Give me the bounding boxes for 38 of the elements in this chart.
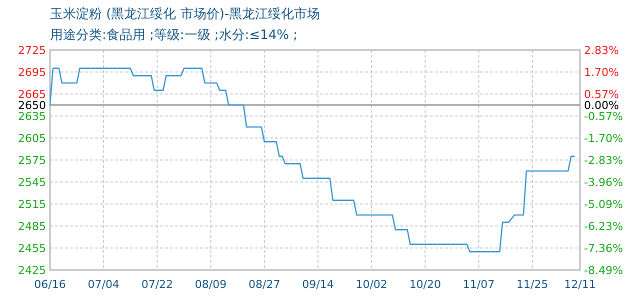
x-tick-label: 09/14: [302, 278, 334, 291]
y-tick-label: 2455: [18, 242, 46, 255]
x-tick-label: 07/04: [88, 278, 120, 291]
x-tick-label: 08/09: [194, 278, 227, 291]
y-tick-label: 2695: [18, 66, 46, 79]
y-tick-label: 2605: [18, 132, 46, 145]
y2-tick-label: -6.23%: [584, 220, 623, 234]
y2-tick-label: -8.49%: [584, 264, 623, 277]
y-tick-label: 2485: [18, 220, 46, 233]
x-tick-label: 07/22: [141, 278, 174, 291]
y2-tick-label: -3.96%: [584, 176, 623, 189]
y-tick-label: 2650: [18, 99, 46, 112]
y2-tick-label: 0.00%: [584, 99, 619, 112]
y2-tick-label: 0.57%: [584, 88, 619, 101]
y2-tick-label: -2.83%: [584, 154, 623, 167]
y2-tick-label: -1.70%: [584, 132, 623, 146]
y2-tick-label: 1.70%: [584, 66, 619, 79]
y-tick-label: 2545: [18, 176, 46, 189]
chart-title: 玉米淀粉 (黑龙江绥化 市场价)-黑龙江绥化市场: [50, 7, 320, 22]
x-tick-label: 10/02: [356, 278, 388, 291]
x-tick-label: 12/11: [564, 278, 596, 291]
y-tick-label: 2725: [18, 44, 46, 57]
y-tick-label: 2425: [18, 264, 46, 277]
y2-tick-label: -7.36%: [584, 242, 623, 256]
x-tick-label: 11/25: [516, 278, 548, 291]
x-tick-label: 06/16: [34, 278, 66, 291]
line-series: [49, 68, 575, 252]
x-tick-label: 11/07: [462, 278, 495, 291]
y-tick-label: 2665: [18, 88, 46, 101]
y-tick-label: 2635: [18, 110, 46, 123]
y-tick-label: 2575: [18, 154, 46, 167]
y2-tick-label: -5.09%: [584, 198, 623, 211]
y-tick-label: 2515: [18, 198, 46, 211]
chart-subtitle: 用途分类:食品用 ;等级:一级 ;水分:≤14% ;: [50, 28, 298, 43]
y2-tick-label: 2.83%: [584, 44, 619, 57]
y2-tick-label: -0.57%: [584, 110, 623, 124]
x-tick-label: 08/27: [248, 278, 280, 291]
x-tick-label: 10/20: [409, 278, 442, 291]
